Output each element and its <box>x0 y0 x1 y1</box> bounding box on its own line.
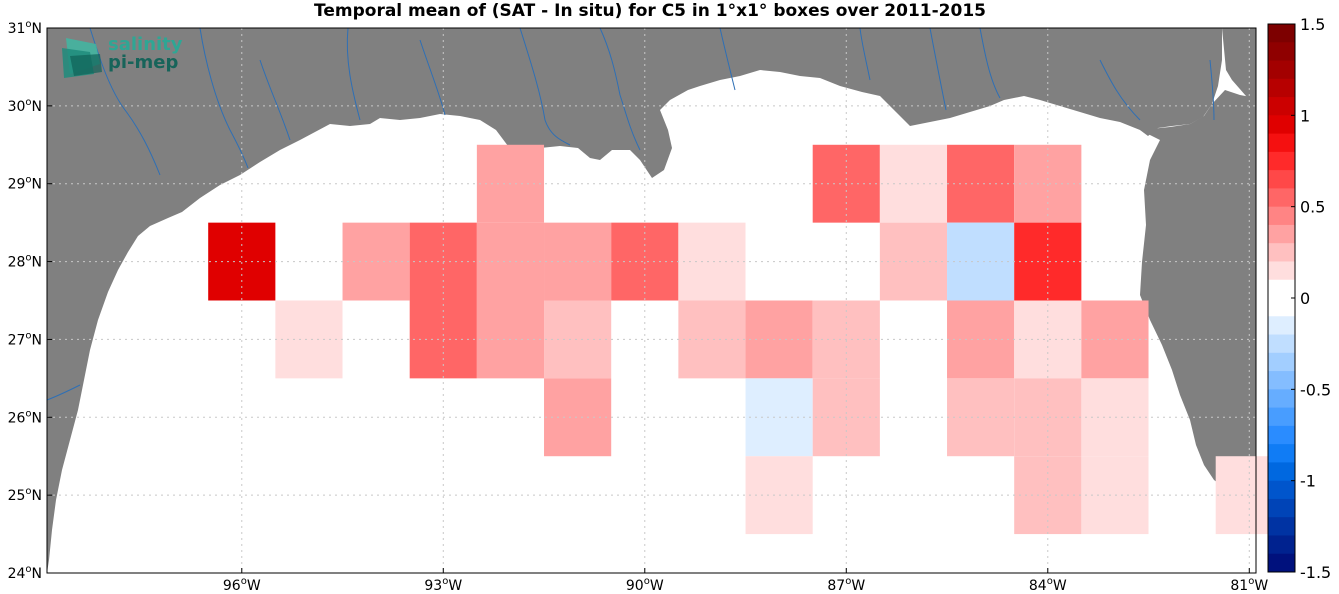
lat-tick-label: 31oN <box>8 19 42 37</box>
heatmap-cell <box>611 222 679 301</box>
heatmap-cell <box>947 300 1015 379</box>
heatmap-cell <box>1014 378 1082 457</box>
map-title: Temporal mean of (SAT - In situ) for C5 … <box>314 1 986 21</box>
colorbar-swatch <box>1268 517 1295 536</box>
colorbar: 1.5 1 0.5 0 -0.5 -1 -1.5 <box>1267 15 1331 582</box>
heatmap-cell <box>1014 300 1082 379</box>
colorbar-tick-label: -1 <box>1300 472 1316 491</box>
colorbar-swatch <box>1268 371 1295 390</box>
colorbar-swatch <box>1268 224 1295 244</box>
lat-tick-label: 26oN <box>8 408 42 426</box>
colorbar-swatch <box>1268 553 1295 573</box>
colorbar-swatch <box>1268 425 1295 445</box>
longitude-axis: 96oW 93oW 90oW 87oW 84oW 81oW <box>223 568 1268 594</box>
colorbar-tick-label: -0.5 <box>1300 380 1331 399</box>
colorbar-swatch <box>1268 261 1295 281</box>
heatmap-cell <box>275 300 343 379</box>
heatmap-cell <box>544 300 612 379</box>
heatmap-cell <box>947 378 1015 457</box>
heatmap-cell <box>342 222 410 301</box>
colorbar-swatch <box>1268 24 1295 43</box>
colorbar-swatch <box>1268 60 1295 80</box>
heatmap-cell <box>678 300 746 379</box>
colorbar-swatch <box>1268 535 1295 555</box>
graticule <box>47 27 1256 574</box>
logo-mark-icon <box>62 38 102 78</box>
colorbar-swatch <box>1268 462 1295 482</box>
colorbar-swatch <box>1268 352 1295 372</box>
lat-tick-label: 27oN <box>8 330 42 348</box>
colorbar-tick-label: 0.5 <box>1300 198 1325 217</box>
colorbar-swatch <box>1268 298 1295 317</box>
plot-frame <box>46 27 1257 574</box>
colorbar-tick-label: 0 <box>1300 289 1310 308</box>
latitude-axis: 24oN 25oN 26oN 27oN 28oN 29oN 30oN 31oN <box>8 19 52 582</box>
lat-tick-label: 24oN <box>8 564 42 582</box>
colorbar-swatch <box>1268 316 1295 336</box>
lat-tick-label: 30oN <box>8 97 42 115</box>
heatmap-cell <box>947 222 1015 301</box>
colorbar-swatch <box>1268 42 1295 62</box>
colorbar-swatch <box>1268 151 1295 171</box>
heatmap-cell <box>208 222 276 301</box>
colorbar-tick-label: 1 <box>1300 106 1310 125</box>
heatmap-cell <box>544 378 612 457</box>
lon-tick-label: 93oW <box>424 576 462 594</box>
heatmap-cell <box>544 222 612 301</box>
colorbar-swatch <box>1268 115 1295 135</box>
lon-tick-label: 81oW <box>1230 576 1268 594</box>
lat-tick-label: 28oN <box>8 253 42 271</box>
colorbar-swatch <box>1268 170 1295 189</box>
lat-tick-label: 25oN <box>8 486 42 504</box>
colorbar-tick-label: -1.5 <box>1300 563 1331 582</box>
colorbar-swatch <box>1268 206 1295 226</box>
colorbar-swatch <box>1268 389 1295 409</box>
colorbar-tick-label: 1.5 <box>1300 15 1325 34</box>
colorbar-swatch <box>1268 243 1295 262</box>
colorbar-swatch <box>1268 188 1295 208</box>
colorbar-swatch <box>1268 279 1295 299</box>
rivers <box>46 27 1215 401</box>
lon-tick-label: 84oW <box>1029 576 1067 594</box>
salinity-pimep-logo: salinity pi-mep <box>60 34 183 84</box>
colorbar-swatch <box>1268 133 1295 153</box>
colorbar-swatch <box>1268 78 1295 98</box>
colorbar-swatch <box>1268 498 1295 518</box>
lon-tick-label: 87oW <box>827 576 865 594</box>
heatmap-cell <box>1014 222 1082 301</box>
heatmap-cell <box>1014 144 1082 223</box>
heatmap-cell <box>947 144 1015 223</box>
logo-text-pimep: pi-mep <box>108 52 179 73</box>
lat-tick-label: 29oN <box>8 175 42 193</box>
heatmap-cell <box>678 222 746 301</box>
colorbar-swatch <box>1268 444 1295 463</box>
colorbar-swatch <box>1268 334 1295 354</box>
logo-text-salinity: salinity <box>108 34 183 55</box>
colorbar-swatch <box>1268 480 1295 500</box>
colorbar-swatch <box>1268 97 1295 116</box>
colorbar-swatch <box>1268 407 1295 427</box>
lon-tick-label: 96oW <box>223 576 261 594</box>
lon-tick-label: 90oW <box>626 576 664 594</box>
